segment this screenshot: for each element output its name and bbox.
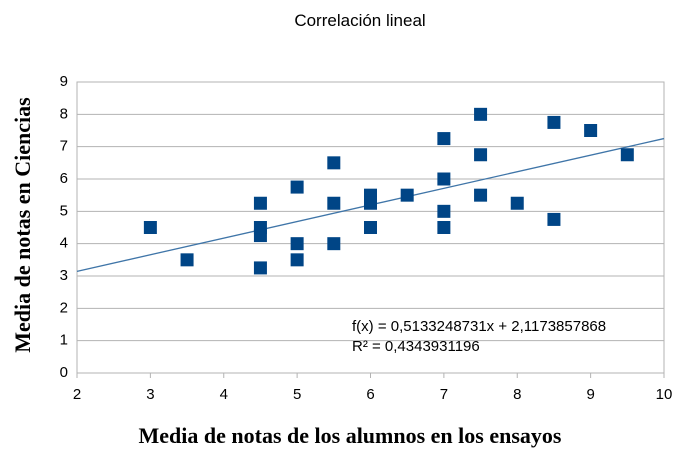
point [437, 221, 451, 234]
point [327, 156, 341, 170]
x-tick-label: 4 [220, 386, 228, 403]
trendline-equation: f(x) = 0,5133248731x + 2,1173857868 [352, 318, 606, 335]
y-tick-label: 0 [60, 364, 68, 381]
point [327, 196, 341, 210]
point [364, 221, 377, 234]
y-axis-label: Media de notas en Ciencias [10, 97, 35, 353]
point [437, 172, 451, 186]
y-tick-label: 6 [60, 170, 68, 187]
y-tick-label: 8 [60, 105, 68, 122]
point [327, 237, 341, 251]
x-tick-label: 10 [656, 386, 673, 403]
point [364, 196, 377, 210]
y-tick-label: 2 [60, 299, 68, 316]
x-tick-label: 8 [513, 386, 521, 403]
point [437, 204, 451, 218]
x-tick-label: 9 [586, 386, 594, 403]
y-tick-label: 3 [60, 267, 68, 284]
x-axis-label: Media de notas de los alumnos en los ens… [139, 423, 562, 448]
y-tick-label: 1 [60, 332, 68, 349]
point [253, 261, 267, 275]
point [474, 107, 488, 121]
y-tick-label: 7 [60, 138, 68, 155]
x-tick-label: 2 [73, 386, 81, 403]
plot-frame [76, 81, 665, 374]
x-tick-label: 3 [146, 386, 154, 403]
point [400, 188, 414, 202]
point [253, 229, 267, 243]
x-tick-label: 7 [440, 386, 448, 403]
point [253, 196, 267, 210]
point [620, 148, 634, 162]
point [180, 253, 194, 267]
trendline-equation: R² = 0,4343931196 [352, 338, 480, 355]
point [510, 196, 524, 210]
point [290, 180, 304, 194]
point [290, 253, 304, 267]
y-tick-label: 5 [60, 202, 68, 219]
y-tick-label: 9 [60, 73, 68, 90]
y-tick-label: 4 [60, 235, 68, 252]
point [474, 188, 488, 202]
point [474, 148, 488, 162]
point [290, 237, 304, 251]
point [584, 124, 598, 137]
point [547, 212, 561, 226]
x-tick-label: 5 [293, 386, 301, 403]
point [437, 132, 451, 146]
chart-title: Correlación lineal [294, 11, 425, 30]
x-tick-label: 6 [366, 386, 374, 403]
point [143, 221, 157, 234]
point [547, 115, 561, 129]
